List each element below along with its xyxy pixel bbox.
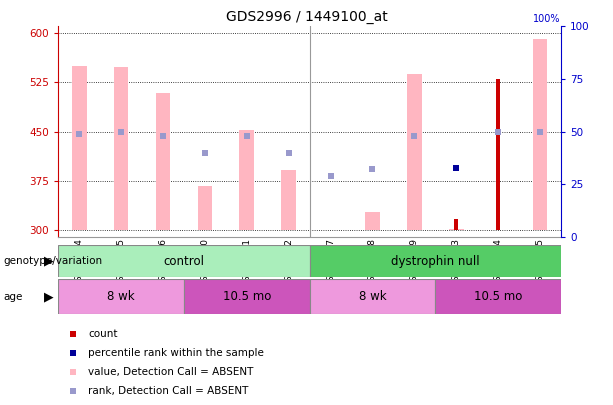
- Bar: [310, 245, 561, 277]
- Text: genotype/variation: genotype/variation: [3, 256, 102, 266]
- Bar: [197, 185, 212, 230]
- Text: age: age: [3, 292, 23, 302]
- Text: 10.5 mo: 10.5 mo: [474, 290, 522, 303]
- Bar: [454, 219, 459, 230]
- Bar: [240, 130, 254, 230]
- Text: ▶: ▶: [44, 290, 54, 303]
- Text: value, Detection Call = ABSENT: value, Detection Call = ABSENT: [88, 367, 254, 377]
- Text: 100%: 100%: [533, 14, 561, 24]
- Bar: [281, 170, 296, 230]
- Text: 10.5 mo: 10.5 mo: [223, 290, 271, 303]
- Text: percentile rank within the sample: percentile rank within the sample: [88, 348, 264, 358]
- Bar: [156, 94, 170, 230]
- Text: GDS2996 / 1449100_at: GDS2996 / 1449100_at: [226, 10, 387, 24]
- Bar: [407, 74, 422, 230]
- Text: dystrophin null: dystrophin null: [391, 255, 479, 268]
- Bar: [449, 229, 463, 230]
- Text: 8 wk: 8 wk: [107, 290, 135, 303]
- Text: count: count: [88, 328, 118, 339]
- Bar: [496, 79, 500, 230]
- Text: rank, Detection Call = ABSENT: rank, Detection Call = ABSENT: [88, 386, 249, 396]
- Bar: [533, 39, 547, 230]
- Text: ▶: ▶: [44, 255, 54, 268]
- Bar: [184, 279, 310, 314]
- Bar: [58, 279, 184, 314]
- Bar: [365, 212, 379, 230]
- Bar: [435, 279, 561, 314]
- Text: 8 wk: 8 wk: [359, 290, 386, 303]
- Bar: [114, 67, 128, 230]
- Bar: [58, 245, 310, 277]
- Bar: [310, 279, 435, 314]
- Bar: [72, 66, 86, 230]
- Text: control: control: [164, 255, 204, 268]
